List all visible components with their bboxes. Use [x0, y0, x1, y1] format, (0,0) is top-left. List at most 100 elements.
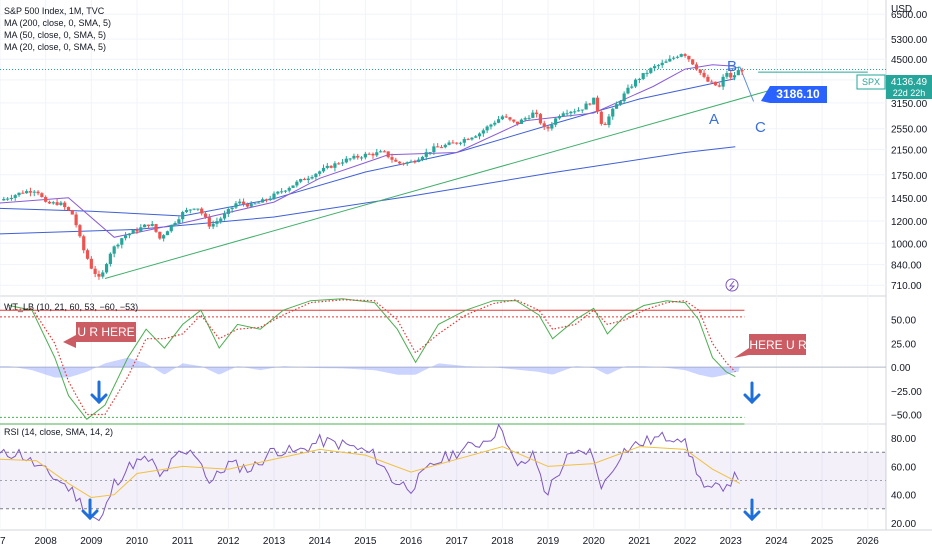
candle-body	[436, 146, 440, 148]
candle-body	[451, 142, 455, 144]
year-tick-label: 2020	[583, 536, 606, 547]
price-tick-label: 710.00	[891, 281, 922, 292]
candle-body	[333, 163, 337, 168]
candle-body	[32, 191, 36, 193]
candle-body	[59, 202, 63, 205]
candle-body	[561, 113, 565, 117]
candle-body	[740, 70, 744, 72]
candle-body	[287, 187, 291, 191]
candle-body	[668, 58, 672, 62]
candle-body	[691, 59, 695, 65]
candle-body	[2, 198, 6, 201]
candle-body	[325, 165, 329, 168]
candle-body	[732, 75, 737, 78]
candle-body	[458, 142, 463, 144]
candle-body	[550, 124, 554, 129]
candle-body	[6, 198, 10, 200]
candle-body	[196, 208, 200, 210]
candle-body	[401, 163, 406, 165]
candle-body	[618, 101, 622, 105]
candle-body	[253, 203, 257, 205]
candle-body	[405, 162, 409, 164]
wave-a-label: A	[709, 111, 719, 128]
year-tick-label: 2011	[172, 536, 194, 547]
candle-body	[116, 244, 120, 247]
candle-body	[630, 86, 634, 88]
candle-body	[595, 97, 600, 112]
wt-tick-label: −25.00	[891, 387, 922, 398]
candle-body	[363, 153, 367, 158]
candle-body	[660, 62, 664, 66]
target-price-callout[interactable]: 3186.10	[761, 86, 827, 103]
candle-body	[386, 151, 390, 158]
candle-body	[664, 61, 668, 63]
price-tick-label: 3150.00	[891, 99, 928, 110]
year-tick-label: 2024	[765, 536, 788, 547]
candle-body	[173, 222, 177, 225]
candle-body	[97, 273, 101, 277]
candle-body	[234, 203, 238, 208]
candle-body	[55, 202, 59, 205]
rsi-tick-label: 20.00	[891, 519, 916, 530]
year-tick-label: 2019	[537, 536, 560, 547]
lightning-icon[interactable]	[725, 278, 739, 292]
candle-body	[337, 163, 341, 165]
wt1-line	[8, 298, 736, 421]
candle-body	[656, 65, 661, 67]
candle-body	[192, 208, 196, 210]
candle-body	[535, 112, 539, 115]
candle-body	[264, 199, 269, 201]
candle-body	[580, 109, 584, 111]
candle-body	[40, 193, 44, 198]
candle-body	[557, 116, 562, 119]
candle-body	[626, 87, 630, 94]
candle-body	[85, 250, 90, 259]
down-arrow-icon	[743, 498, 761, 522]
candle-body	[188, 209, 192, 211]
candle-body	[633, 79, 638, 87]
year-tick-label: 2013	[263, 536, 286, 547]
candle-body	[721, 76, 725, 87]
candle-body	[348, 158, 352, 160]
candle-body	[108, 253, 112, 265]
wt-tick-label: 25.00	[891, 339, 916, 350]
candle-body	[146, 224, 151, 226]
candle-body	[127, 233, 131, 236]
candle-body	[13, 195, 17, 198]
candle-body	[139, 227, 143, 232]
callout-u-r-here-text: U R HERE	[77, 325, 134, 339]
candle-body	[135, 229, 139, 232]
year-tick-label: 2016	[400, 536, 423, 547]
candle-body	[302, 179, 307, 181]
year-tick-label: 2026	[857, 536, 880, 547]
candle-body	[470, 137, 474, 140]
ma200-label: MA (200, close, 0, SMA, 5)	[4, 18, 111, 28]
candle-body	[466, 139, 470, 141]
candle-body	[177, 219, 181, 223]
candle-body	[413, 161, 417, 163]
rsi-band	[0, 452, 886, 509]
candle-body	[123, 235, 128, 239]
year-tick-label: 2017	[446, 536, 469, 547]
candle-body	[710, 81, 714, 83]
year-tick-label: 2015	[354, 536, 377, 547]
candle-body	[375, 152, 379, 156]
price-tick-label: 2150.00	[891, 146, 928, 157]
current-price-tag: SPX 4136.49 22d 22h	[856, 74, 932, 99]
candle-body	[51, 202, 55, 204]
candle-body	[329, 165, 333, 168]
candle-body	[314, 173, 318, 178]
candle-body	[508, 117, 512, 120]
candle-body	[245, 203, 249, 207]
candle-body	[485, 126, 489, 131]
price-value: 4136.49	[891, 77, 928, 88]
candle-body	[104, 264, 109, 273]
candle-body	[398, 161, 402, 164]
candle-body	[340, 162, 345, 164]
candle-body	[344, 158, 348, 163]
candle-body	[698, 69, 702, 73]
candle-body	[474, 136, 478, 138]
candle-body	[489, 124, 493, 127]
candle-body	[120, 238, 124, 245]
